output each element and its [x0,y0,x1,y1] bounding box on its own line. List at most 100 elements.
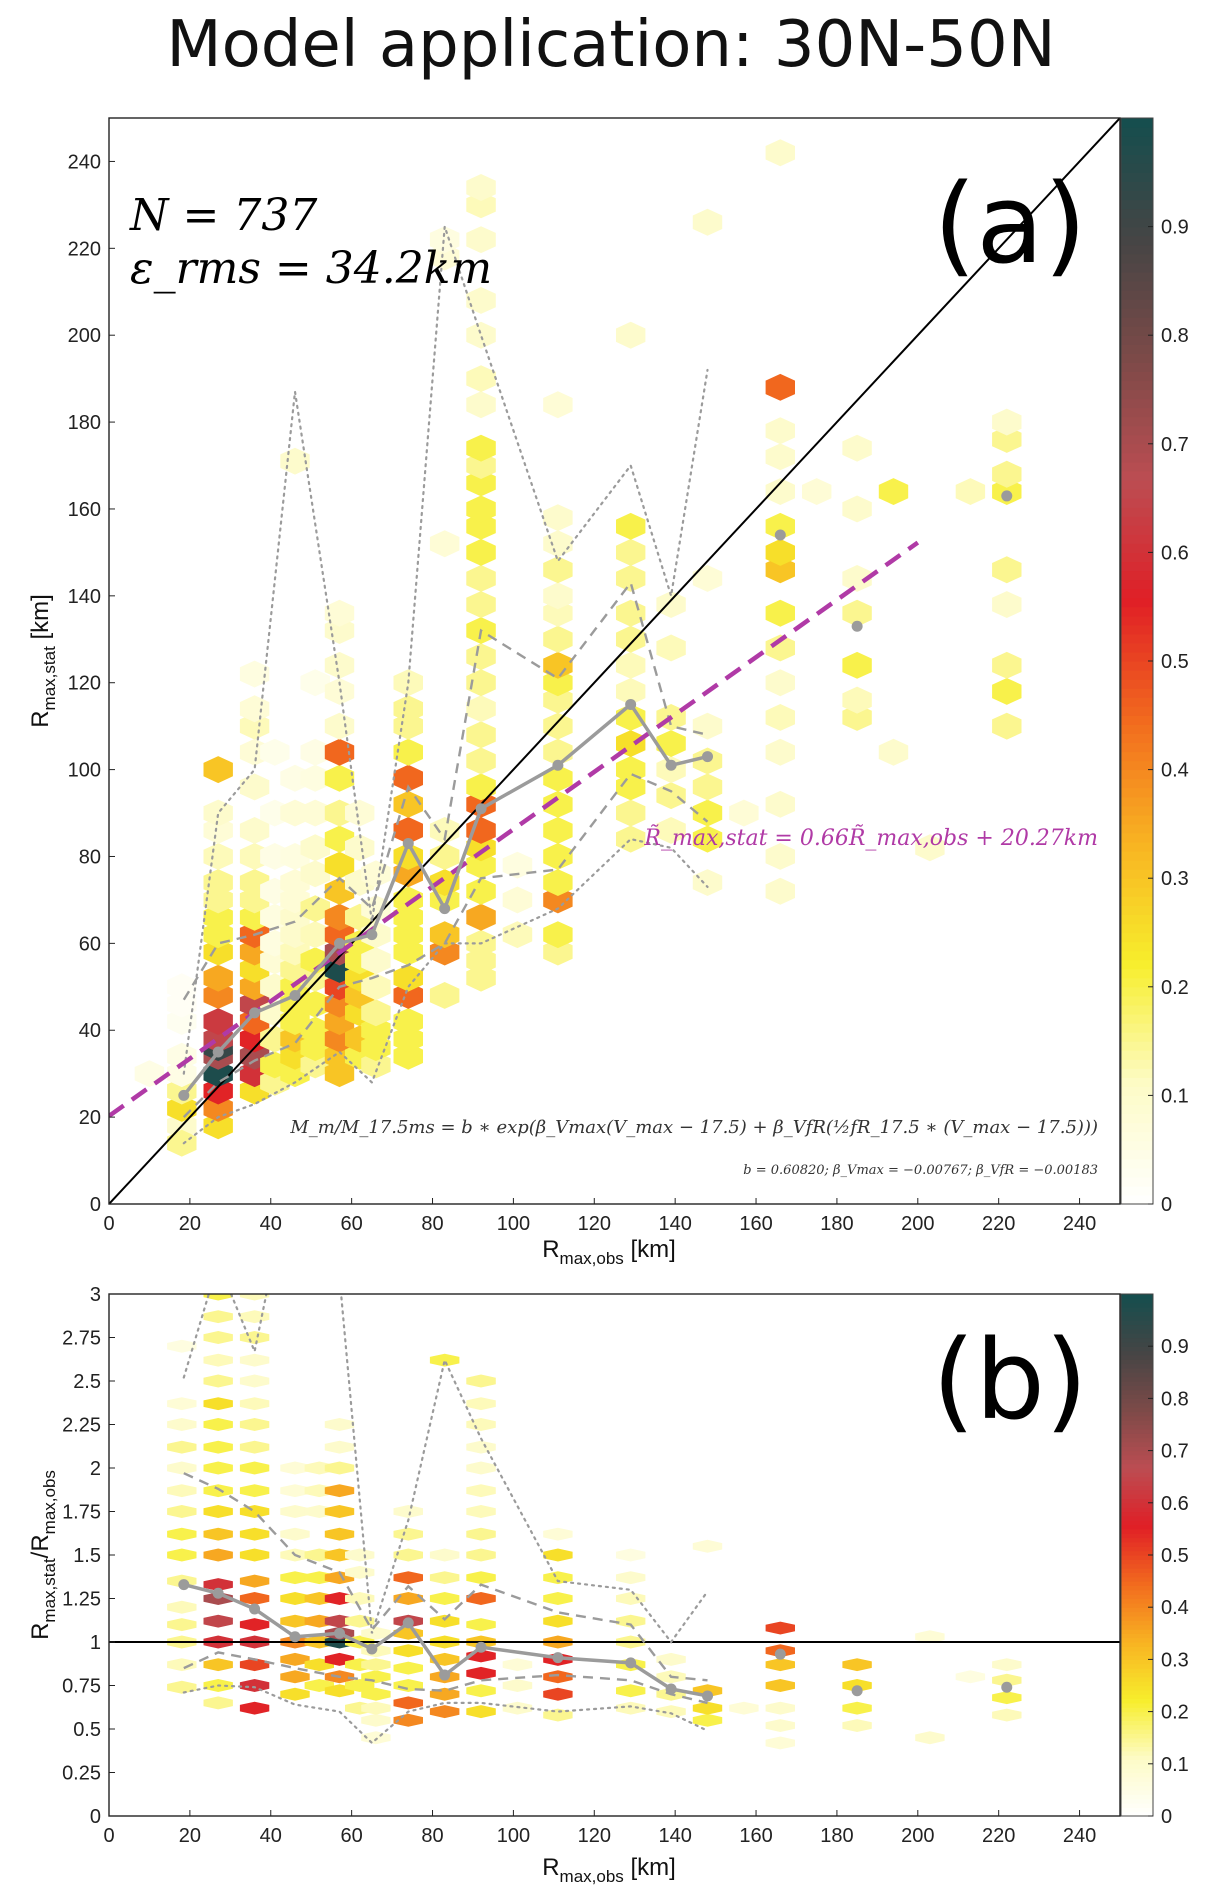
colorbar-tick-label: 0.1 [1161,1085,1189,1107]
hexbin [393,1527,423,1541]
hexbin [992,591,1022,618]
hexbin [324,678,355,705]
colorbar-segment [1121,1354,1153,1360]
colorbar-segment [1121,1441,1153,1447]
hexbin [167,1397,197,1411]
colorbar-tick-label: 0.5 [1161,651,1189,673]
colorbar-segment [1121,1620,1153,1626]
colorbar-segment [1121,950,1153,961]
hexbin [429,817,460,844]
x-tick-label: 0 [103,1213,114,1235]
median-point [249,1603,261,1615]
outer-bound-lower-line [182,1684,709,1745]
hexbin [280,1592,310,1605]
colorbar-segment [1121,1194,1153,1205]
hexbin [300,764,330,792]
colorbar-segment [1121,1598,1153,1604]
hexbin [167,1042,197,1070]
hexbin [393,1042,423,1070]
hexbin [239,1548,270,1562]
colorbar-segment [1121,516,1153,526]
hexbin [429,1353,460,1367]
colorbar-segment [1121,1789,1153,1795]
y-tick-label: 100 [68,760,101,782]
hexbin [203,1418,233,1431]
hexbin [466,226,496,254]
colorbar-segment [1121,1415,1153,1421]
hexbin [616,678,646,705]
hexbin [393,982,423,1009]
x-tick-label: 160 [739,1213,772,1235]
median-point [851,620,863,632]
colorbar-segment [1121,1515,1153,1521]
quartile-upper-line [182,580,708,1001]
hexbin [765,738,795,766]
hexbin [167,973,197,1001]
panel-b-y-axis-label: Rmax,stat/Rmax,obs [27,1470,59,1640]
hexbin [466,721,496,749]
colorbar-segment [1121,1711,1153,1717]
colorbar-segment [1121,814,1153,825]
panel-b-y-ticks: 0 0.25 0.5 0.75 1 1.25 1.5 1.75 2 2.25 2.5 2.75 3 [62,1284,115,1828]
hexbin [992,678,1022,705]
colorbar-segment [1121,1541,1153,1547]
hexbin [203,938,233,966]
hexbin [203,1578,233,1591]
colorbar-segment [1121,1555,1153,1560]
colorbar-segment [1121,823,1153,834]
hexbin [616,799,646,827]
colorbar-segment [1121,1550,1153,1556]
hexbin [361,1713,391,1727]
one-to-one-line [109,118,1120,1204]
hexbin [466,174,496,201]
hexbin [324,651,355,679]
colorbar-segment [1121,1298,1153,1304]
y-tick-label: 1.25 [62,1589,101,1611]
colorbar-segment [1121,181,1153,191]
colorbar-segment [1121,452,1153,463]
hexbin [765,478,795,505]
hexbin [203,1505,233,1518]
hexbin [345,1679,375,1692]
x-tick-label: 180 [820,1213,853,1235]
colorbar-segment [1121,1315,1153,1321]
hexbin [324,1461,355,1475]
hexbin [361,1731,391,1745]
colorbar-segment [1121,1502,1153,1508]
hexbin [429,921,460,949]
hexbin [466,495,496,523]
panel-a-scatter: 0 20 40 60 80 100 120 140 160 180 200 220 240 0 20 40 6… [27,117,1189,1268]
hexbin [842,686,872,714]
panel-a-colorbar: 0 0.1 0.2 0.3 0.4 0.5 0.6 0.7 0.8 0.9 [1120,117,1189,1216]
y-tick-label: 0 [90,1194,101,1216]
hexbin [543,582,573,610]
hexbin [300,895,330,923]
colorbar-tick-label: 0.7 [1161,434,1189,456]
colorbar-segment [1121,1568,1153,1573]
hexbin [878,478,909,505]
colorbar-segment [1121,1428,1153,1434]
hexbin [466,591,496,618]
hexbin [543,764,573,792]
colorbar-segment [1121,1433,1153,1439]
hexbin [992,460,1022,488]
hexbin [203,1658,233,1672]
colorbar-tick-label: 0.8 [1161,1388,1189,1410]
hexbin [729,1701,759,1715]
hexbin [466,191,496,219]
hexbin [361,1016,391,1044]
hexbin [765,877,795,905]
colorbar-segment [1121,1646,1153,1652]
median-point [1001,490,1013,502]
colorbar-segment [1121,1650,1153,1656]
median-point [402,837,414,849]
colorbar-segment [1121,1176,1153,1187]
panel-b-plot-area [109,1294,1120,1816]
hexbin [300,964,330,992]
hexbin [429,982,460,1009]
hexbin [765,1658,795,1672]
hexbin [765,417,795,445]
colorbar-segment [1121,1763,1153,1769]
colorbar-segment [1121,1659,1153,1665]
colorbar-segment [1121,1520,1153,1526]
